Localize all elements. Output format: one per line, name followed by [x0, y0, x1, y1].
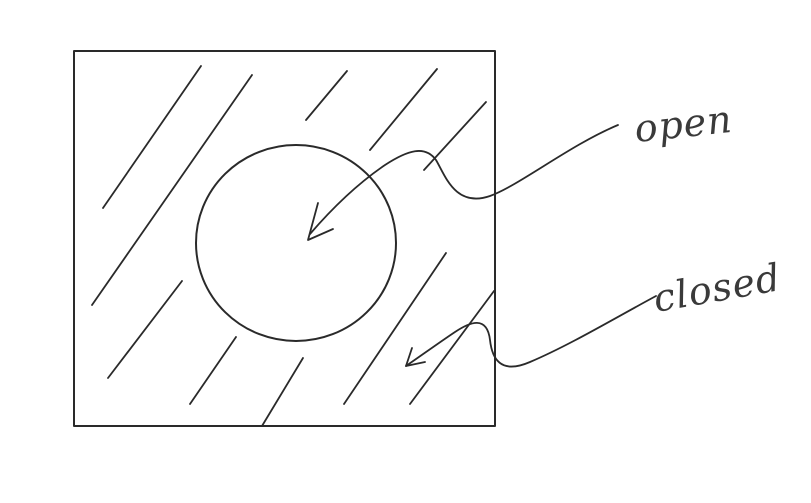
hatch-line [91, 74, 253, 306]
hatch-line [102, 65, 202, 209]
hatch-line [107, 280, 183, 379]
hatch-line [343, 252, 447, 405]
open-arrow [309, 124, 619, 235]
open-region-circle [195, 144, 397, 342]
hatch-line [369, 68, 438, 151]
hatch-line [423, 101, 487, 171]
hatch-line [189, 336, 237, 405]
hatch-line [305, 70, 348, 121]
hatch-line [261, 357, 304, 427]
closed-arrowhead [405, 347, 426, 367]
closed-arrow [405, 295, 657, 368]
hatching [91, 65, 495, 427]
open-arrowhead [307, 202, 334, 241]
outer-square [73, 50, 496, 427]
open-label: open [632, 97, 734, 151]
closed-label: closed [650, 255, 784, 321]
hatch-line [409, 290, 495, 405]
